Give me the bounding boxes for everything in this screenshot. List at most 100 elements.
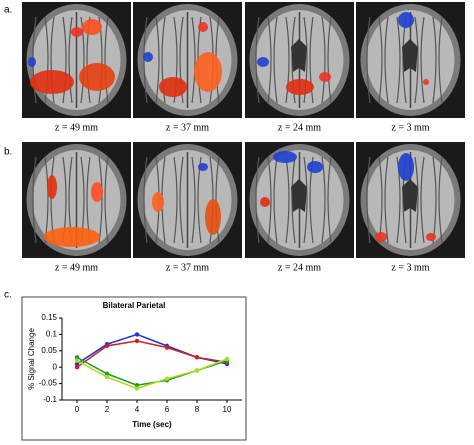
brain-gyrus (98, 156, 103, 244)
y-tick-label: 0.15 (41, 313, 57, 322)
data-point (134, 383, 140, 388)
brain-gyrus (191, 16, 196, 104)
brain-gyrus (44, 16, 49, 104)
brain-gyrus (62, 16, 67, 104)
slice-label: z = 3 mm (391, 262, 429, 273)
activation-blob (398, 153, 414, 181)
activation-blob (152, 192, 164, 212)
brain-gyrus (384, 16, 389, 104)
slice-label: z = 24 mm (278, 122, 321, 133)
brain-gyrus (438, 16, 443, 104)
activation-blob (71, 27, 83, 37)
brain-gyrus (68, 16, 73, 104)
panel-label: a. (4, 5, 12, 16)
activation-blob (91, 182, 103, 202)
brain-gyrus (179, 156, 184, 244)
x-tick-label: 4 (135, 405, 140, 414)
brain-gyrus (309, 16, 314, 104)
panel-label: c. (4, 290, 12, 301)
activation-blob (198, 22, 208, 32)
activation-blob (198, 163, 208, 171)
y-tick-label: -0.05 (39, 379, 58, 388)
brain-gyrus (285, 156, 290, 244)
data-point (224, 356, 230, 362)
y-tick-label: 0 (53, 362, 58, 371)
brain-ventricle (402, 39, 418, 72)
brain-gyrus (155, 16, 160, 104)
brain-gyrus (396, 16, 401, 104)
activation-blob (143, 52, 153, 62)
brain-gyrus (32, 156, 37, 244)
brain-gyrus (273, 156, 278, 244)
x-axis-label: Time (sec) (132, 420, 172, 429)
brain-gyrus (321, 16, 326, 104)
brain-gyrus (80, 16, 85, 104)
brain-gyrus (143, 156, 148, 244)
y-tick-label: -0.1 (43, 395, 57, 404)
activation-blob (194, 52, 222, 92)
brain-ventricle (402, 179, 418, 212)
slice-label: z = 3 mm (391, 122, 429, 133)
brain-gyrus (384, 156, 389, 244)
activation-blob (260, 197, 270, 207)
data-point (134, 338, 140, 344)
activation-blob (286, 79, 314, 95)
chart-title: Bilateral Parietal (103, 301, 166, 310)
slice-label: z = 37 mm (166, 122, 209, 133)
activation-blob (375, 232, 387, 242)
x-tick-label: 0 (75, 405, 80, 414)
activation-blob (47, 175, 57, 199)
brain-gyrus (273, 16, 278, 104)
brain-gyrus (327, 156, 332, 244)
chart-frame (21, 296, 247, 441)
brain-gyrus (303, 156, 308, 244)
data-point (164, 376, 170, 381)
activation-blob (79, 63, 115, 91)
y-tick-label: 0.1 (46, 330, 58, 339)
brain-gyrus (255, 16, 260, 104)
data-point (74, 365, 80, 370)
activation-blob (205, 199, 221, 235)
data-point (164, 345, 170, 350)
brain-gyrus (327, 16, 332, 104)
activation-blob (319, 72, 331, 82)
brain-gyrus (191, 156, 196, 244)
activation-blob (30, 70, 74, 94)
slice-label: z = 37 mm (166, 262, 209, 273)
activation-blob (28, 57, 36, 67)
data-point (134, 332, 140, 337)
activation-blob (307, 161, 323, 173)
activation-blob (398, 12, 414, 28)
brain-gyrus (255, 156, 260, 244)
activation-blob (159, 77, 187, 97)
x-tick-label: 6 (165, 405, 170, 414)
brain-gyrus (321, 156, 326, 244)
brain-gyrus (104, 16, 109, 104)
brain-gyrus (420, 16, 425, 104)
x-tick-label: 10 (223, 405, 232, 414)
brain-gyrus (414, 16, 419, 104)
brain-gyrus (173, 156, 178, 244)
series-line (76, 340, 228, 368)
activation-blob (82, 19, 102, 35)
brain-gyrus (366, 156, 371, 244)
data-point (74, 361, 80, 367)
brain-gyrus (432, 16, 437, 104)
panel-label: b. (4, 147, 12, 158)
brain-gyrus (104, 156, 109, 244)
brain-gyrus (414, 156, 419, 244)
brain-ventricle (291, 39, 307, 72)
data-point (74, 358, 80, 363)
activation-blob (44, 227, 100, 247)
activation-blob (257, 57, 269, 67)
activation-blob (426, 233, 436, 241)
slice-label: z = 24 mm (278, 262, 321, 273)
data-point (194, 355, 200, 360)
data-point (104, 343, 110, 349)
brain-gyrus (438, 156, 443, 244)
brain-gyrus (420, 156, 425, 244)
slice-label: z = 49 mm (55, 122, 98, 133)
data-point (134, 386, 140, 391)
